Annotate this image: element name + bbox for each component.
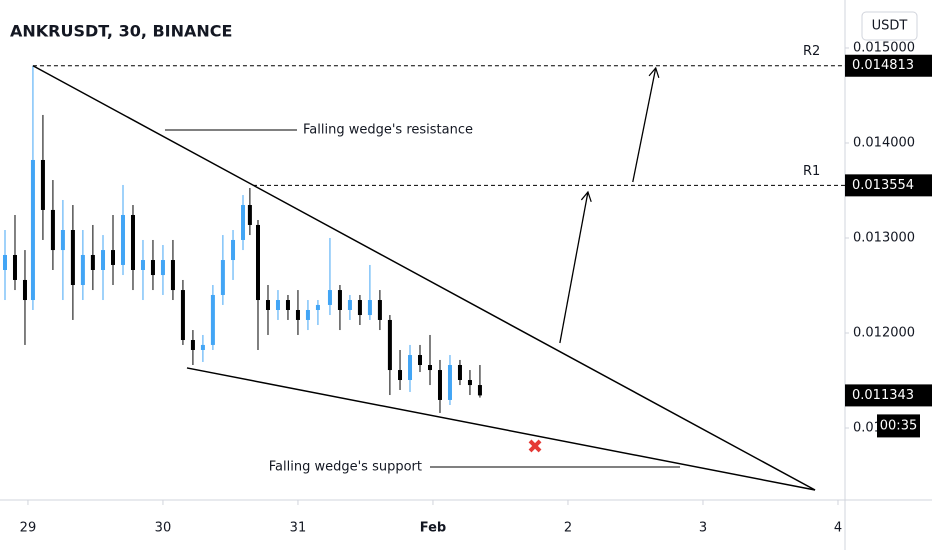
y-tick-label: 0.014000	[853, 135, 915, 150]
candle-body	[398, 370, 403, 381]
level-name: R1	[803, 164, 820, 179]
candle-body	[427, 365, 432, 371]
candle-body	[190, 340, 195, 350]
x-tick-label: 30	[155, 521, 172, 536]
y-tick-label: 0.013000	[853, 230, 915, 245]
x-tick-label: 2	[564, 521, 572, 536]
candle-body	[437, 370, 442, 400]
cross-marker	[528, 439, 542, 453]
candle-body	[447, 365, 452, 400]
candle-body	[200, 344, 205, 350]
price-label: 0.013554	[852, 178, 914, 193]
candle-body	[285, 300, 290, 310]
price-box	[845, 384, 932, 407]
candle-body	[60, 230, 65, 251]
candle-body	[231, 239, 236, 261]
candle-body	[357, 300, 362, 316]
price-axis: 0.0150000.0140000.0130000.0120000.011000…	[845, 40, 932, 438]
candle-body	[295, 309, 300, 320]
countdown-box	[877, 414, 920, 438]
x-tick-label: 4	[834, 521, 842, 536]
candle-body	[70, 230, 75, 286]
currency-label[interactable]: USDT	[872, 19, 908, 34]
candle-body	[180, 290, 185, 341]
candle-body	[40, 159, 45, 210]
candle-body	[305, 309, 310, 320]
candle-body	[367, 300, 372, 316]
x-tick-label: 3	[699, 521, 707, 536]
candle-body	[408, 355, 413, 381]
countdown: 00:35	[880, 418, 917, 433]
level-name: R2	[803, 44, 820, 59]
price-box	[845, 54, 932, 77]
candle-body	[30, 159, 35, 301]
x-tick-label: 29	[20, 521, 37, 536]
currency-button[interactable]	[861, 11, 918, 41]
x-tick-label: 31	[290, 521, 307, 536]
candle-body	[477, 385, 482, 396]
candle-body	[255, 224, 260, 301]
candle-body	[12, 254, 17, 280]
candle-body	[327, 290, 332, 305]
candle-body	[80, 254, 85, 286]
y-tick-label: 0.012000	[853, 325, 915, 340]
candle-body	[241, 205, 246, 240]
candle-body	[2, 254, 7, 270]
candle-body	[467, 380, 472, 386]
trendline	[186, 367, 816, 491]
arrow	[632, 66, 660, 183]
x-tick-label: Feb	[420, 521, 446, 536]
candle-body	[377, 300, 382, 320]
candle-body	[265, 300, 270, 310]
trendline	[32, 65, 816, 491]
callout-label: Falling wedge's support	[269, 460, 422, 475]
price-label: 0.011343	[852, 388, 914, 403]
cross-stroke	[528, 439, 542, 453]
y-tick-label: 0.015000	[853, 40, 915, 55]
candle-body	[101, 250, 106, 270]
candle-body	[90, 254, 95, 270]
candle-body	[120, 214, 125, 265]
arrow	[559, 190, 592, 344]
candle-body	[110, 250, 115, 265]
candle-body	[275, 300, 280, 310]
candle-body	[247, 205, 252, 225]
plot-area: Falling wedge's resistance Falling wedge'…	[2, 44, 845, 491]
candle-body	[50, 209, 55, 251]
candle-body	[210, 294, 215, 345]
price-label: 0.014813	[852, 58, 914, 73]
candle-body	[220, 260, 225, 295]
candle-body	[150, 260, 155, 276]
candle-body	[130, 214, 135, 270]
candle-body	[140, 260, 145, 270]
candle-body	[337, 290, 342, 310]
candle-body	[457, 365, 462, 381]
callout-label: Falling wedge's resistance	[303, 122, 473, 137]
price-box	[845, 174, 932, 197]
candle-body	[387, 319, 392, 371]
chart-title: ANKRUSDT, 30, BINANCE	[10, 22, 232, 41]
candle-body	[22, 279, 27, 301]
candle-body	[347, 300, 352, 310]
candle-body	[418, 355, 423, 366]
candle-body	[170, 260, 175, 291]
candle-body	[315, 304, 320, 310]
candle-body	[160, 260, 165, 276]
